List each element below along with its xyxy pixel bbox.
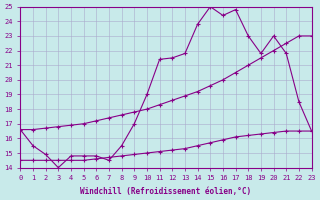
X-axis label: Windchill (Refroidissement éolien,°C): Windchill (Refroidissement éolien,°C) (80, 187, 252, 196)
